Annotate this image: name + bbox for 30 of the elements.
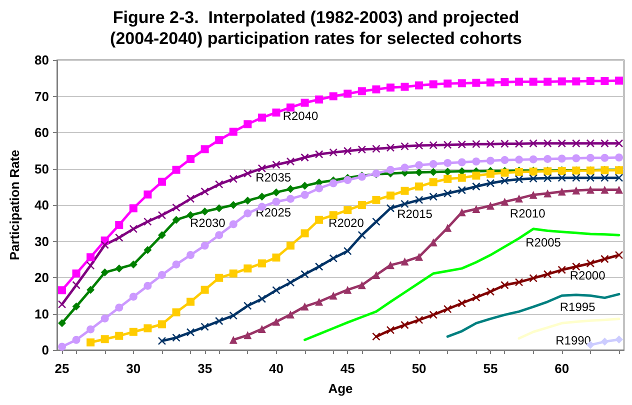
y-tick-label: 60 [34,125,49,140]
x-tick-label: 35 [198,361,212,376]
series-label: R2010 [510,206,546,220]
y-tick-label: 80 [34,52,49,68]
series-label: R2000 [570,268,606,283]
y-tick-label: 0 [42,342,49,358]
series-label: R2040 [282,108,319,123]
y-axis-title: Participation Rate [7,150,22,260]
y-tick-label: 40 [34,198,49,212]
y-tick-label: 10 [34,306,49,322]
y-tick-label: 20 [34,270,49,285]
x-tick-label: 55 [483,361,498,376]
y-tick-label: 50 [34,161,49,176]
series-label: R2030 [190,216,226,230]
x-tick-label: 30 [126,361,141,376]
x-tick-label: 50 [412,361,426,376]
series-label: R2005 [526,236,562,250]
x-tick-label: 25 [54,361,70,376]
x-tick-label: 60 [554,361,570,376]
x-tick-label: 45 [340,361,355,376]
chart-title: Figure 2-3. Interpolated (1982-2003) and projected (2004-2040) participation rates for selected cohorts [110,8,522,48]
x-axis-title: Age [328,381,353,396]
x-tick-label: 40 [268,361,284,376]
series-label: R2020 [328,216,364,230]
series-label: R2015 [397,207,433,222]
y-tick-label: 70 [34,88,49,104]
series-label: R2035 [256,170,292,184]
series-label: R1990 [556,334,592,348]
y-tick-label: 30 [34,234,49,249]
series-label: R1995 [560,300,596,314]
